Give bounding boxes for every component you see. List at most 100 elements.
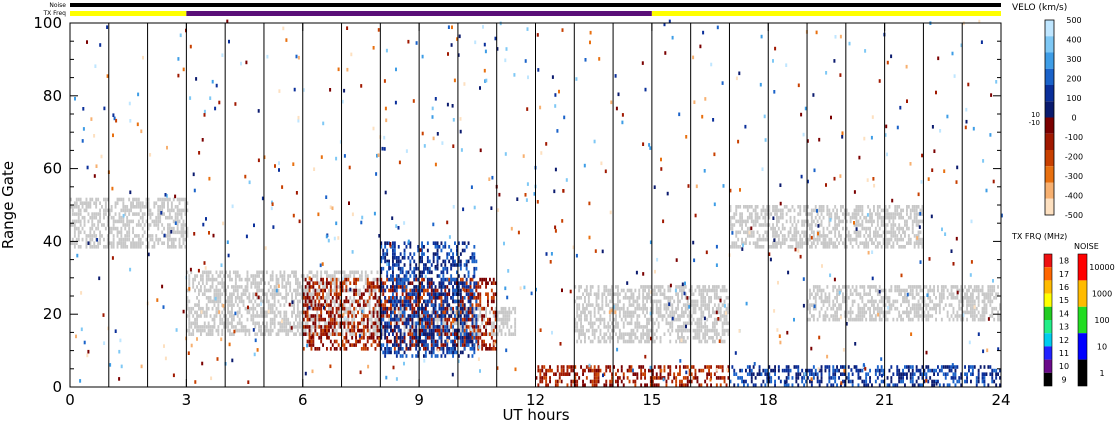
data-cell	[915, 215, 918, 220]
data-cell	[382, 343, 385, 347]
data-cell	[655, 336, 658, 340]
data-cell	[407, 296, 410, 300]
data-cell	[229, 303, 231, 307]
data-cell	[871, 219, 873, 224]
data-cell	[345, 332, 348, 336]
data-cell	[401, 266, 404, 271]
data-cell	[958, 314, 961, 318]
data-cell	[298, 332, 301, 336]
data-cell	[681, 314, 683, 318]
data-cell	[649, 296, 652, 300]
data-cell	[506, 325, 509, 329]
data-cell	[450, 310, 453, 315]
data-cell	[446, 285, 449, 289]
data-cell	[609, 314, 612, 318]
data-cell	[843, 245, 846, 249]
data-cell	[269, 306, 272, 311]
data-cell	[399, 266, 402, 271]
data-cell	[110, 215, 113, 220]
data-cell	[448, 325, 451, 329]
data-cell	[293, 332, 295, 336]
data-cell	[194, 288, 196, 293]
data-cell	[89, 245, 92, 249]
data-cell	[946, 314, 949, 318]
data-cell	[849, 317, 852, 322]
data-cell	[415, 296, 418, 300]
data-cell	[283, 296, 286, 300]
data-cell	[696, 321, 699, 326]
data-cell	[700, 296, 703, 300]
data-cell	[809, 288, 811, 293]
data-cell	[83, 219, 86, 224]
data-cell	[498, 325, 501, 329]
data-cell	[405, 285, 408, 289]
data-cell	[809, 317, 811, 322]
data-cell	[366, 328, 369, 333]
data-cell	[215, 314, 218, 318]
data-cell	[345, 288, 348, 293]
data-cell	[983, 299, 986, 304]
data-cell	[735, 245, 738, 249]
data-cell	[364, 325, 367, 329]
data-cell	[221, 270, 224, 275]
data-cell	[182, 230, 185, 235]
data-cell	[481, 306, 484, 311]
data-cell	[820, 241, 823, 245]
data-cell	[958, 299, 961, 304]
data-cell	[207, 277, 210, 282]
data-cell	[269, 332, 272, 336]
data-cell	[719, 314, 722, 318]
data-cell	[902, 215, 904, 220]
data-cell	[137, 201, 140, 205]
data-cell	[580, 328, 582, 333]
data-cell	[733, 241, 736, 245]
data-cell	[940, 285, 943, 289]
data-cell	[310, 328, 313, 333]
data-cell	[316, 332, 319, 336]
data-cell	[392, 248, 394, 253]
data-cell	[929, 314, 932, 318]
data-cell	[622, 288, 625, 293]
data-cell	[700, 328, 703, 333]
data-cell	[966, 296, 968, 300]
data-cell	[347, 317, 350, 322]
data-cell	[892, 299, 895, 304]
data-cell	[822, 241, 825, 245]
data-cell	[869, 230, 871, 235]
data-cell	[735, 208, 738, 213]
data-cell	[793, 237, 796, 242]
data-cell	[640, 325, 643, 329]
data-cell	[407, 328, 410, 333]
data-cell	[888, 212, 891, 216]
data-cell	[580, 310, 582, 315]
data-cell	[421, 303, 423, 307]
data-cell	[715, 296, 718, 300]
data-cell	[217, 281, 220, 285]
data-cell	[426, 285, 429, 289]
data-cell	[836, 208, 838, 213]
data-cell	[176, 223, 179, 227]
data-cell	[322, 303, 324, 307]
data-cell	[293, 325, 295, 329]
data-cell	[376, 281, 379, 285]
data-cell	[106, 234, 109, 238]
data-cell	[983, 306, 986, 311]
data-cell	[71, 219, 74, 224]
data-cell	[194, 277, 196, 282]
data-cell	[246, 288, 249, 293]
data-cell	[312, 296, 315, 300]
data-cell	[638, 292, 641, 296]
data-cell	[828, 303, 831, 307]
data-cell	[426, 325, 429, 329]
data-cell	[238, 277, 241, 282]
data-cell	[966, 292, 968, 296]
data-cell	[793, 230, 796, 235]
data-cell	[942, 285, 945, 289]
data-cell	[807, 303, 809, 307]
data-cell	[599, 321, 602, 326]
data-cell	[770, 212, 773, 216]
data-cell	[201, 270, 204, 275]
data-cell	[380, 299, 383, 304]
data-cell	[393, 306, 396, 311]
data-cell	[805, 212, 807, 216]
